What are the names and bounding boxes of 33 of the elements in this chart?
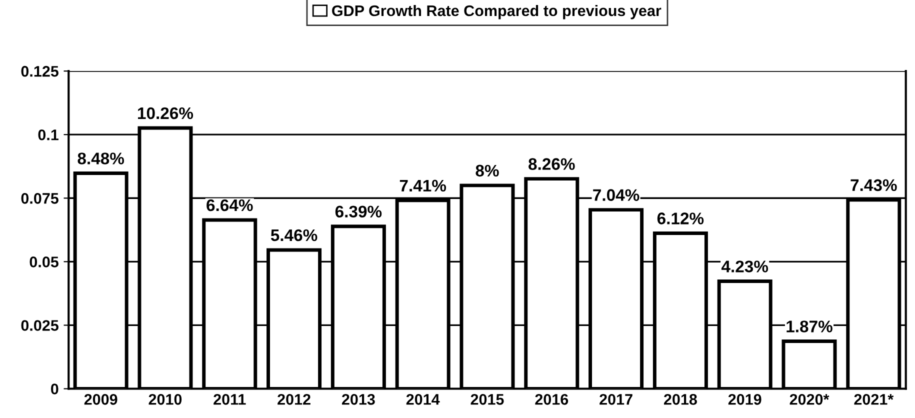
x-tick-label: 2015 xyxy=(470,394,504,405)
y-tick-label: 0.125 xyxy=(21,66,58,77)
x-tick-label: 2009 xyxy=(84,394,118,405)
x-tick-label: 2019 xyxy=(728,394,762,405)
x-tick-label: 2013 xyxy=(342,394,375,405)
y-tick-label: 0.1 xyxy=(38,129,58,140)
data-label: 8.26% xyxy=(528,158,575,170)
data-label: 10.26% xyxy=(138,107,194,120)
x-tick-label: 2017 xyxy=(600,394,632,405)
data-label: 4.23% xyxy=(721,260,768,272)
data-label: 5.46% xyxy=(270,229,318,242)
data-label: 6.39% xyxy=(335,206,382,218)
x-tick-label: 2018 xyxy=(664,394,697,405)
x-tick-label: 2010 xyxy=(148,394,182,405)
x-tick-label: 2021* xyxy=(854,394,894,405)
data-label: 6.64% xyxy=(206,199,253,212)
data-label: 1.87% xyxy=(786,320,832,332)
legend-label: GDP Growth Rate Compared to previous year xyxy=(332,4,662,20)
x-tick-label: 2016 xyxy=(535,394,568,405)
y-tick-label: 0.075 xyxy=(21,193,58,204)
data-label: 8.48% xyxy=(78,152,124,164)
data-label: 7.43% xyxy=(850,179,897,192)
y-tick-label: 0.025 xyxy=(21,320,58,331)
data-label: 7.41% xyxy=(400,180,446,192)
x-tick-label: 2011 xyxy=(214,394,246,405)
x-tick-label: 2014 xyxy=(406,394,440,405)
data-label: 7.04% xyxy=(593,189,640,201)
x-tick-label: 2020* xyxy=(790,394,830,405)
y-tick-label: 0.05 xyxy=(30,256,58,268)
data-label: 8% xyxy=(476,164,499,177)
data-label: 6.12% xyxy=(657,212,704,224)
y-tick-label: 0 xyxy=(51,384,58,394)
x-tick-label: 2012 xyxy=(278,394,310,405)
